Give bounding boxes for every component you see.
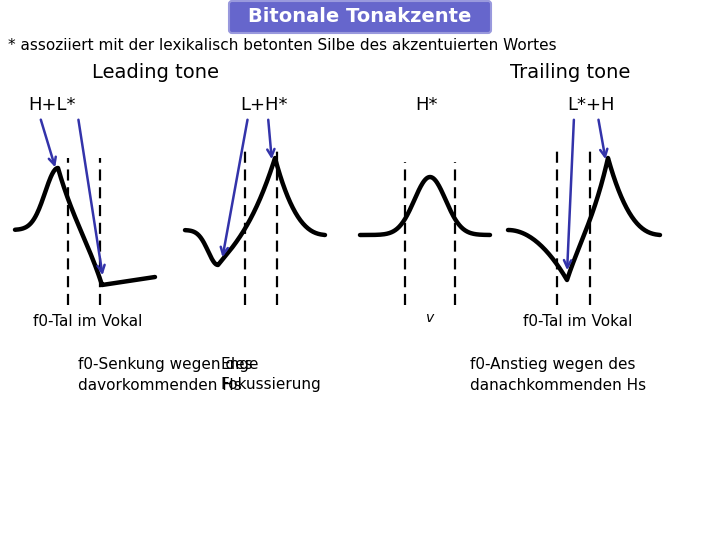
- Text: Leading tone: Leading tone: [91, 64, 218, 83]
- Text: f0-Anstieg wegen des: f0-Anstieg wegen des: [470, 357, 636, 373]
- Text: f0-Senkung wegen des: f0-Senkung wegen des: [78, 357, 253, 373]
- Text: L+H*: L+H*: [240, 96, 287, 114]
- Text: Enge: Enge: [220, 357, 258, 373]
- Text: H*: H*: [415, 96, 438, 114]
- Text: Fokussierung: Fokussierung: [220, 377, 320, 393]
- Text: * assoziiert mit der lexikalisch betonten Silbe des akzentuierten Wortes: * assoziiert mit der lexikalisch betonte…: [8, 38, 557, 53]
- Text: Trailing tone: Trailing tone: [510, 64, 630, 83]
- Text: v: v: [426, 311, 434, 325]
- FancyBboxPatch shape: [229, 1, 491, 33]
- Text: f0-Tal im Vokal: f0-Tal im Vokal: [523, 314, 633, 329]
- Text: H+L*: H+L*: [28, 96, 76, 114]
- Text: f0-Tal im Vokal: f0-Tal im Vokal: [33, 314, 143, 329]
- Text: davorkommenden Hs: davorkommenden Hs: [78, 377, 242, 393]
- Text: Bitonale Tonakzente: Bitonale Tonakzente: [248, 8, 472, 26]
- Text: danachkommenden Hs: danachkommenden Hs: [470, 377, 646, 393]
- Text: L*+H: L*+H: [567, 96, 614, 114]
